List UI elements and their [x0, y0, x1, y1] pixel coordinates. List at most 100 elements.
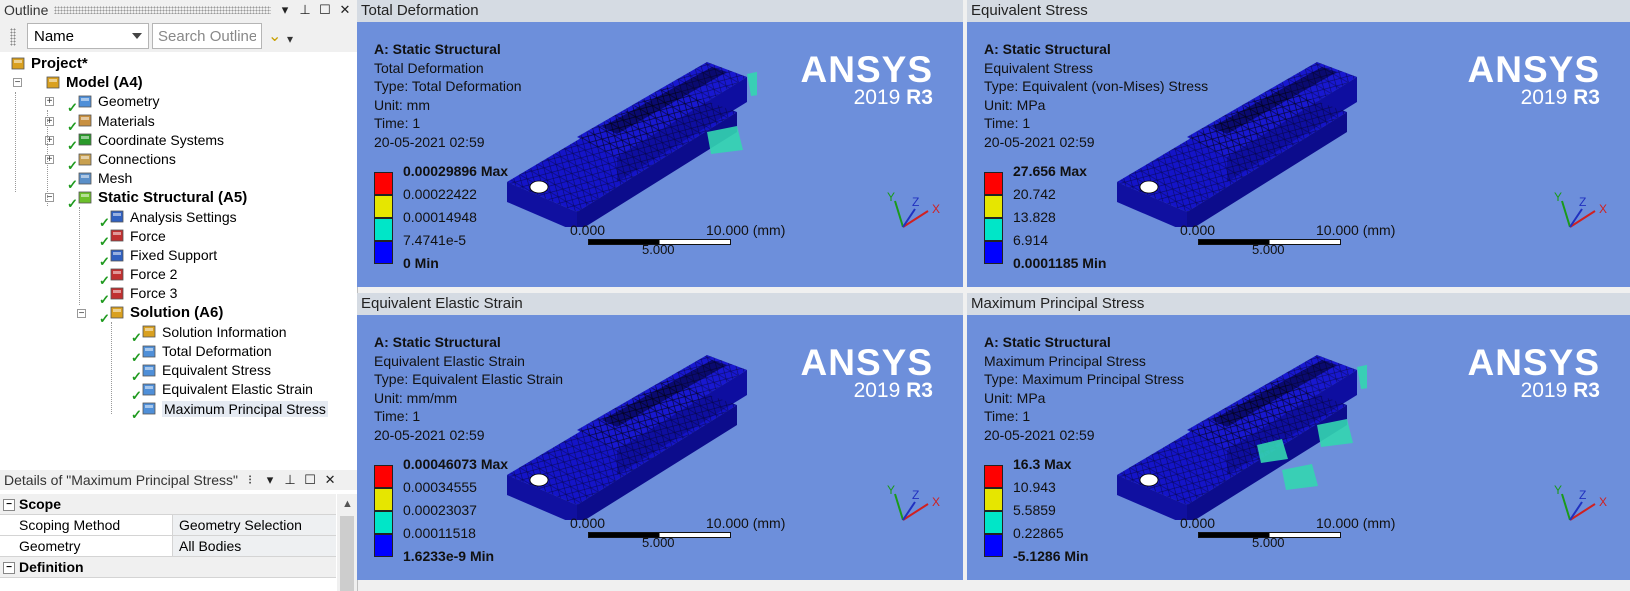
search-outline-input[interactable]	[152, 23, 262, 49]
tree-node-label: Force 2	[130, 266, 178, 283]
title-grip[interactable]	[54, 6, 271, 14]
triad-x-label: X	[1599, 202, 1607, 216]
details-scrollbar[interactable]: ▲	[337, 494, 357, 591]
viewport-canvas[interactable]: A: Static Structural Equivalent Stress Typ…	[967, 22, 1630, 287]
tree-node-label: Force	[130, 227, 166, 244]
legend-value: 0.00034555	[403, 479, 477, 495]
tree-node[interactable]: + ✓ Coordinate Systems	[45, 130, 224, 153]
collapse-icon[interactable]: −	[77, 307, 86, 319]
result-name: Total Deformation	[374, 59, 484, 76]
triad-x-label: X	[1599, 495, 1607, 509]
details-value[interactable]: Geometry Selection	[173, 515, 336, 535]
viewport[interactable]: Equivalent Stress A: Static Structural Equ…	[967, 0, 1630, 287]
tree-node[interactable]: ✓ Solution Information	[131, 322, 287, 346]
check-icon: ✓	[67, 138, 78, 154]
tree-node[interactable]: ✓ Equivalent Stress	[131, 360, 271, 384]
scale-mid-label: 5.000	[642, 535, 675, 550]
collapse-icon[interactable]: −	[3, 562, 15, 574]
tree-node[interactable]: ✓ Force	[99, 226, 166, 250]
viewport-canvas[interactable]: A: Static Structural Equivalent Elastic S…	[357, 315, 963, 580]
scale-mid-label: 5.000	[1252, 535, 1285, 550]
check-icon: ✓	[67, 157, 78, 173]
scale-bar-graphic	[1198, 532, 1341, 538]
logo-brand: ANSYS	[800, 342, 933, 383]
details-grip-icon[interactable]: ⁝	[247, 472, 253, 487]
viewport-canvas[interactable]: A: Static Structural Maximum Principal St…	[967, 315, 1630, 580]
tree-node[interactable]: Project*	[10, 53, 88, 73]
tree-node[interactable]: + ✓ Materials	[45, 111, 155, 134]
model-icon	[45, 75, 61, 90]
expand-icon[interactable]: +	[45, 134, 54, 146]
tree-connector	[111, 322, 112, 414]
expand-icon[interactable]: +	[45, 154, 54, 165]
expand-icon[interactable]: +	[45, 115, 54, 127]
viewport-title[interactable]: Maximum Principal Stress	[967, 293, 1630, 315]
legend-value: 6.914	[1013, 232, 1049, 248]
connections-icon: ✓	[67, 152, 93, 173]
axis-triad[interactable]: Y XZ	[1540, 480, 1620, 540]
fem-model[interactable]	[1107, 335, 1367, 520]
tree-node[interactable]: ✓ Mesh	[67, 168, 132, 192]
axis-triad[interactable]: Y XZ	[1540, 187, 1620, 247]
result-type: Type: Maximum Principal Stress	[984, 371, 1184, 387]
viewport-title[interactable]: Total Deformation	[357, 0, 963, 22]
maximize-icon[interactable]: ☐	[319, 2, 331, 17]
fem-model[interactable]	[497, 335, 757, 520]
check-icon: ✓	[67, 176, 78, 192]
tree-node[interactable]: ✓ Total Deformation	[131, 341, 272, 365]
expand-filter-icon[interactable]: ⌄	[268, 28, 282, 45]
viewport[interactable]: Total Deformation A: Static Structural Tot…	[357, 0, 963, 287]
tree-node[interactable]: − ✓ Solution (A6)	[77, 303, 223, 326]
collapse-icon[interactable]: −	[3, 499, 15, 511]
expand-icon[interactable]: +	[45, 96, 54, 108]
axis-triad[interactable]: Y XZ	[873, 187, 953, 247]
viewport-title[interactable]: Equivalent Elastic Strain	[357, 293, 963, 315]
tree-node[interactable]: ✓ Equivalent Elastic Strain	[131, 379, 313, 403]
result-name: Equivalent Stress	[984, 59, 1093, 76]
scroll-thumb[interactable]	[340, 516, 354, 591]
details-maximize-icon[interactable]: ☐	[304, 472, 316, 487]
viewport[interactable]: Equivalent Elastic Strain A: Static Struc…	[357, 293, 963, 580]
tree-node[interactable]: − ✓ Static Structural (A5)	[45, 187, 247, 211]
tree-node[interactable]: ✓ Analysis Settings	[99, 207, 237, 231]
tree-node[interactable]: + ✓ Connections	[45, 149, 176, 173]
toolbar-menu-icon[interactable]: ▾	[287, 32, 294, 46]
details-row[interactable]: Scoping Method Geometry Selection	[0, 515, 336, 536]
details-row[interactable]: Geometry All Bodies	[0, 536, 336, 557]
tree-node[interactable]: − Model (A4)	[13, 72, 143, 92]
toolbar-grip[interactable]	[10, 28, 16, 46]
logo-release: R3	[1573, 379, 1600, 402]
dropdown-icon[interactable]: ▾	[281, 2, 289, 17]
definition-category[interactable]: − Definition	[0, 557, 336, 578]
viewport-canvas[interactable]: A: Static Structural Total Deformation Typ…	[357, 22, 963, 287]
force-icon: ✓	[99, 267, 125, 288]
tree-node[interactable]: ✓ Fixed Support	[99, 245, 217, 269]
scale-right-label: 10.000 (mm)	[1316, 515, 1396, 531]
details-pin-icon[interactable]: ⊥	[284, 472, 296, 487]
ansys-logo: ANSYS 2019 R3	[800, 342, 933, 401]
details-value[interactable]: All Bodies	[173, 536, 336, 556]
collapse-icon[interactable]: −	[13, 77, 22, 89]
viewport-title[interactable]: Equivalent Stress	[967, 0, 1630, 22]
pin-icon[interactable]: ⊥	[299, 2, 311, 17]
tree-node[interactable]: ✓ Force 3	[99, 283, 177, 307]
legend-swatch	[984, 195, 1003, 218]
axis-triad[interactable]: Y XZ	[873, 480, 953, 540]
fem-model[interactable]	[497, 42, 757, 227]
details-close-icon[interactable]: ✕	[324, 472, 336, 487]
tree-node[interactable]: ✓ Force 2	[99, 264, 178, 288]
close-icon[interactable]: ✕	[339, 2, 351, 17]
result-time: Time: 1	[984, 408, 1031, 424]
viewport[interactable]: Maximum Principal Stress A: Static Struct…	[967, 293, 1630, 580]
result-type: Type: Equivalent Elastic Strain	[374, 371, 564, 387]
details-dropdown-icon[interactable]: ▾	[266, 472, 274, 487]
details-table: − Scope Scoping Method Geometry Selectio…	[0, 494, 336, 578]
filter-select[interactable]: Name	[27, 23, 149, 49]
tree-node-label: Project*	[31, 54, 88, 72]
scroll-up-icon[interactable]: ▲	[342, 498, 353, 510]
scope-category[interactable]: − Scope	[0, 494, 336, 515]
fem-model[interactable]	[1107, 42, 1367, 227]
tree-node[interactable]: ✓ Maximum Principal Stress	[131, 399, 328, 422]
tree-node[interactable]: + ✓ Geometry	[45, 91, 159, 115]
collapse-icon[interactable]: −	[45, 192, 54, 204]
